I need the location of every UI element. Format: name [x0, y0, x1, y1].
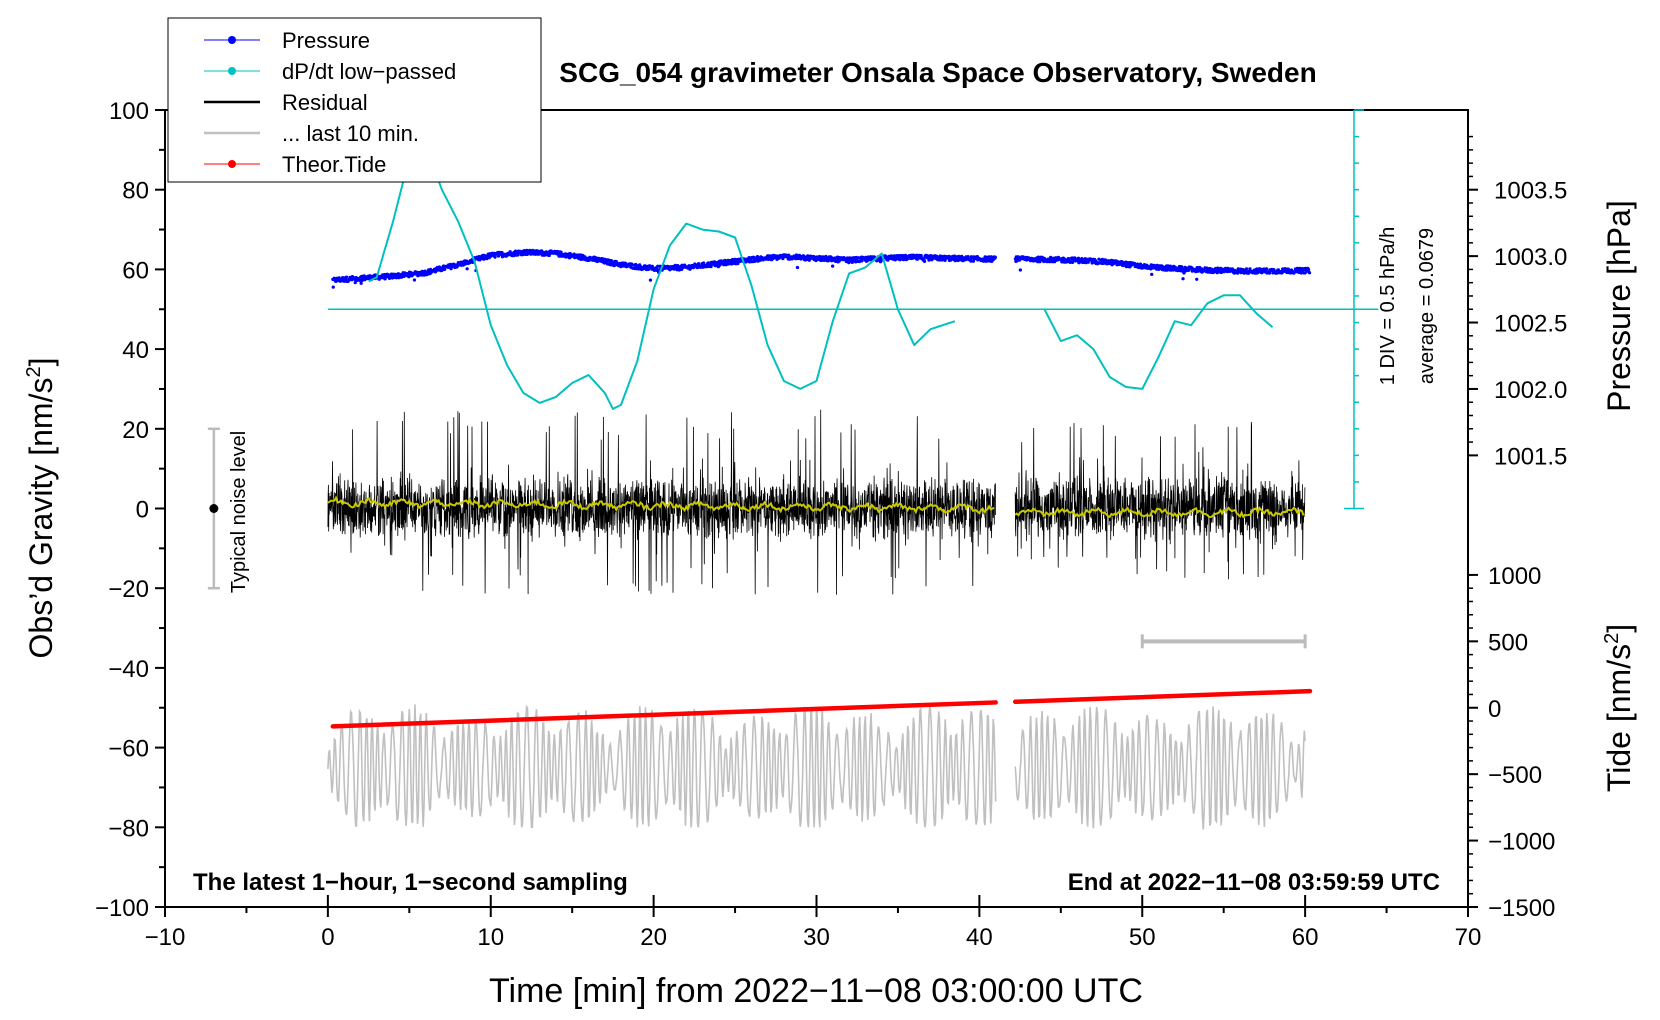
y-tick-label: −100 — [95, 895, 149, 922]
x-tick-label: 70 — [1455, 924, 1482, 951]
y-axis-ticks: 100 80 60 40 20 0 −20 −40 −60 −80 −100 — [95, 98, 165, 922]
tide-tick-label: −500 — [1488, 762, 1542, 789]
series-residual-smoothed — [327, 495, 1305, 519]
pressure-axis-ticks: 1003.5 1003.0 1002.5 1002.0 1001.5 — [1468, 135, 1567, 470]
x-axis-label: Time [min] from 2022−11−08 03:00:00 UTC — [489, 972, 1143, 1010]
average-label: average = 0.0679 — [1416, 228, 1438, 384]
y-tick-label: 20 — [122, 417, 149, 444]
dpdt-line — [368, 124, 956, 410]
series-last-10-min — [327, 704, 1306, 830]
last10-line — [1014, 706, 1306, 830]
pressure-points — [331, 248, 1312, 289]
residual-line — [1014, 421, 1306, 580]
y-tick-label: −40 — [108, 656, 149, 683]
x-tick-label: 20 — [640, 924, 667, 951]
legend-label: Pressure — [282, 28, 370, 53]
tide-tick-label: 0 — [1488, 696, 1501, 723]
legend-marker — [228, 160, 236, 168]
bottom-right-label: End at 2022−11−08 03:59:59 UTC — [1068, 869, 1440, 896]
tide-axis-ticks: 1000 500 0 −500 −1000 −1500 — [1468, 563, 1555, 922]
series-residual — [327, 409, 1306, 595]
y-tick-label: 60 — [122, 257, 149, 284]
y-axis-label-tide-text: Tide [nm/s — [1601, 644, 1637, 792]
legend-label: Theor.Tide — [282, 152, 386, 177]
series-theor-tide — [330, 688, 1313, 729]
x-tick-label: 10 — [477, 924, 504, 951]
y-axis-label-tide: Tide [nm/s2] — [1601, 624, 1637, 792]
y-tick-label: 0 — [136, 497, 149, 524]
y-tick-label: −60 — [108, 736, 149, 763]
tide-tick-label: 500 — [1488, 629, 1528, 656]
x-tick-label: 60 — [1292, 924, 1319, 951]
noise-label: Typical noise level — [228, 431, 250, 593]
pressure-tick-label: 1002.0 — [1494, 377, 1567, 404]
y-axis-label-left-close: ] — [23, 358, 59, 367]
y-tick-label: 80 — [122, 178, 149, 205]
dpdt-line — [1043, 294, 1274, 390]
y-axis-label-left-sup: 2 — [23, 366, 45, 377]
legend: Pressure dP/dt low−passed Residual ... last… — [167, 17, 542, 183]
series-dpdt — [368, 124, 1274, 410]
tide-line — [1012, 688, 1313, 705]
tide-line — [330, 700, 998, 729]
x-tick-label: −10 — [145, 924, 186, 951]
y-axis-label-tide-close: ] — [1601, 624, 1637, 633]
y-axis-label-left-text: Obs’d Gravity [nm/s — [23, 378, 59, 659]
tide-tick-label: −1000 — [1488, 829, 1555, 856]
last10-bracket — [1140, 634, 1307, 649]
noise-level-bar — [207, 427, 220, 590]
y-tick-label: 100 — [109, 98, 149, 125]
y-tick-label: −20 — [108, 576, 149, 603]
legend-box — [167, 17, 542, 183]
legend-label: Residual — [282, 90, 368, 115]
div-label: 1 DIV = 0.5 hPa/h — [1377, 227, 1399, 385]
x-tick-label: 50 — [1129, 924, 1156, 951]
y-axis-label-left: Obs’d Gravity [nm/s2] — [23, 358, 59, 659]
y-axis-label-pressure: Pressure [hPa] — [1601, 200, 1637, 412]
y-tick-label: −80 — [108, 815, 149, 842]
x-axis-ticks: −10 0 10 20 30 40 50 60 70 — [145, 895, 1482, 951]
pressure-tick-label: 1001.5 — [1494, 443, 1567, 470]
x-tick-label: 0 — [321, 924, 334, 951]
legend-label: dP/dt low−passed — [282, 59, 456, 84]
y-tick-label: 40 — [122, 337, 149, 364]
last10-line — [327, 704, 997, 829]
series-pressure — [331, 248, 1312, 289]
legend-marker — [228, 67, 236, 75]
legend-label: ... last 10 min. — [282, 121, 419, 146]
tide-tick-label: −1500 — [1488, 895, 1555, 922]
smoothed-line — [327, 495, 995, 515]
pressure-tick-label: 1002.5 — [1494, 311, 1567, 338]
pressure-tick-label: 1003.0 — [1494, 244, 1567, 271]
tide-tick-label: 1000 — [1488, 563, 1541, 590]
smoothed-line — [1014, 506, 1305, 519]
pressure-tick-label: 1003.5 — [1494, 178, 1567, 205]
y-axis-label-tide-sup: 2 — [1601, 633, 1623, 644]
x-tick-label: 40 — [966, 924, 993, 951]
chart-title: SCG_054 gravimeter Onsala Space Observat… — [559, 57, 1316, 88]
bottom-left-label: The latest 1−hour, 1−second sampling — [193, 869, 628, 896]
legend-marker — [228, 36, 236, 44]
residual-line — [327, 409, 996, 595]
noise-bar-dot — [209, 504, 219, 513]
x-tick-label: 30 — [803, 924, 830, 951]
